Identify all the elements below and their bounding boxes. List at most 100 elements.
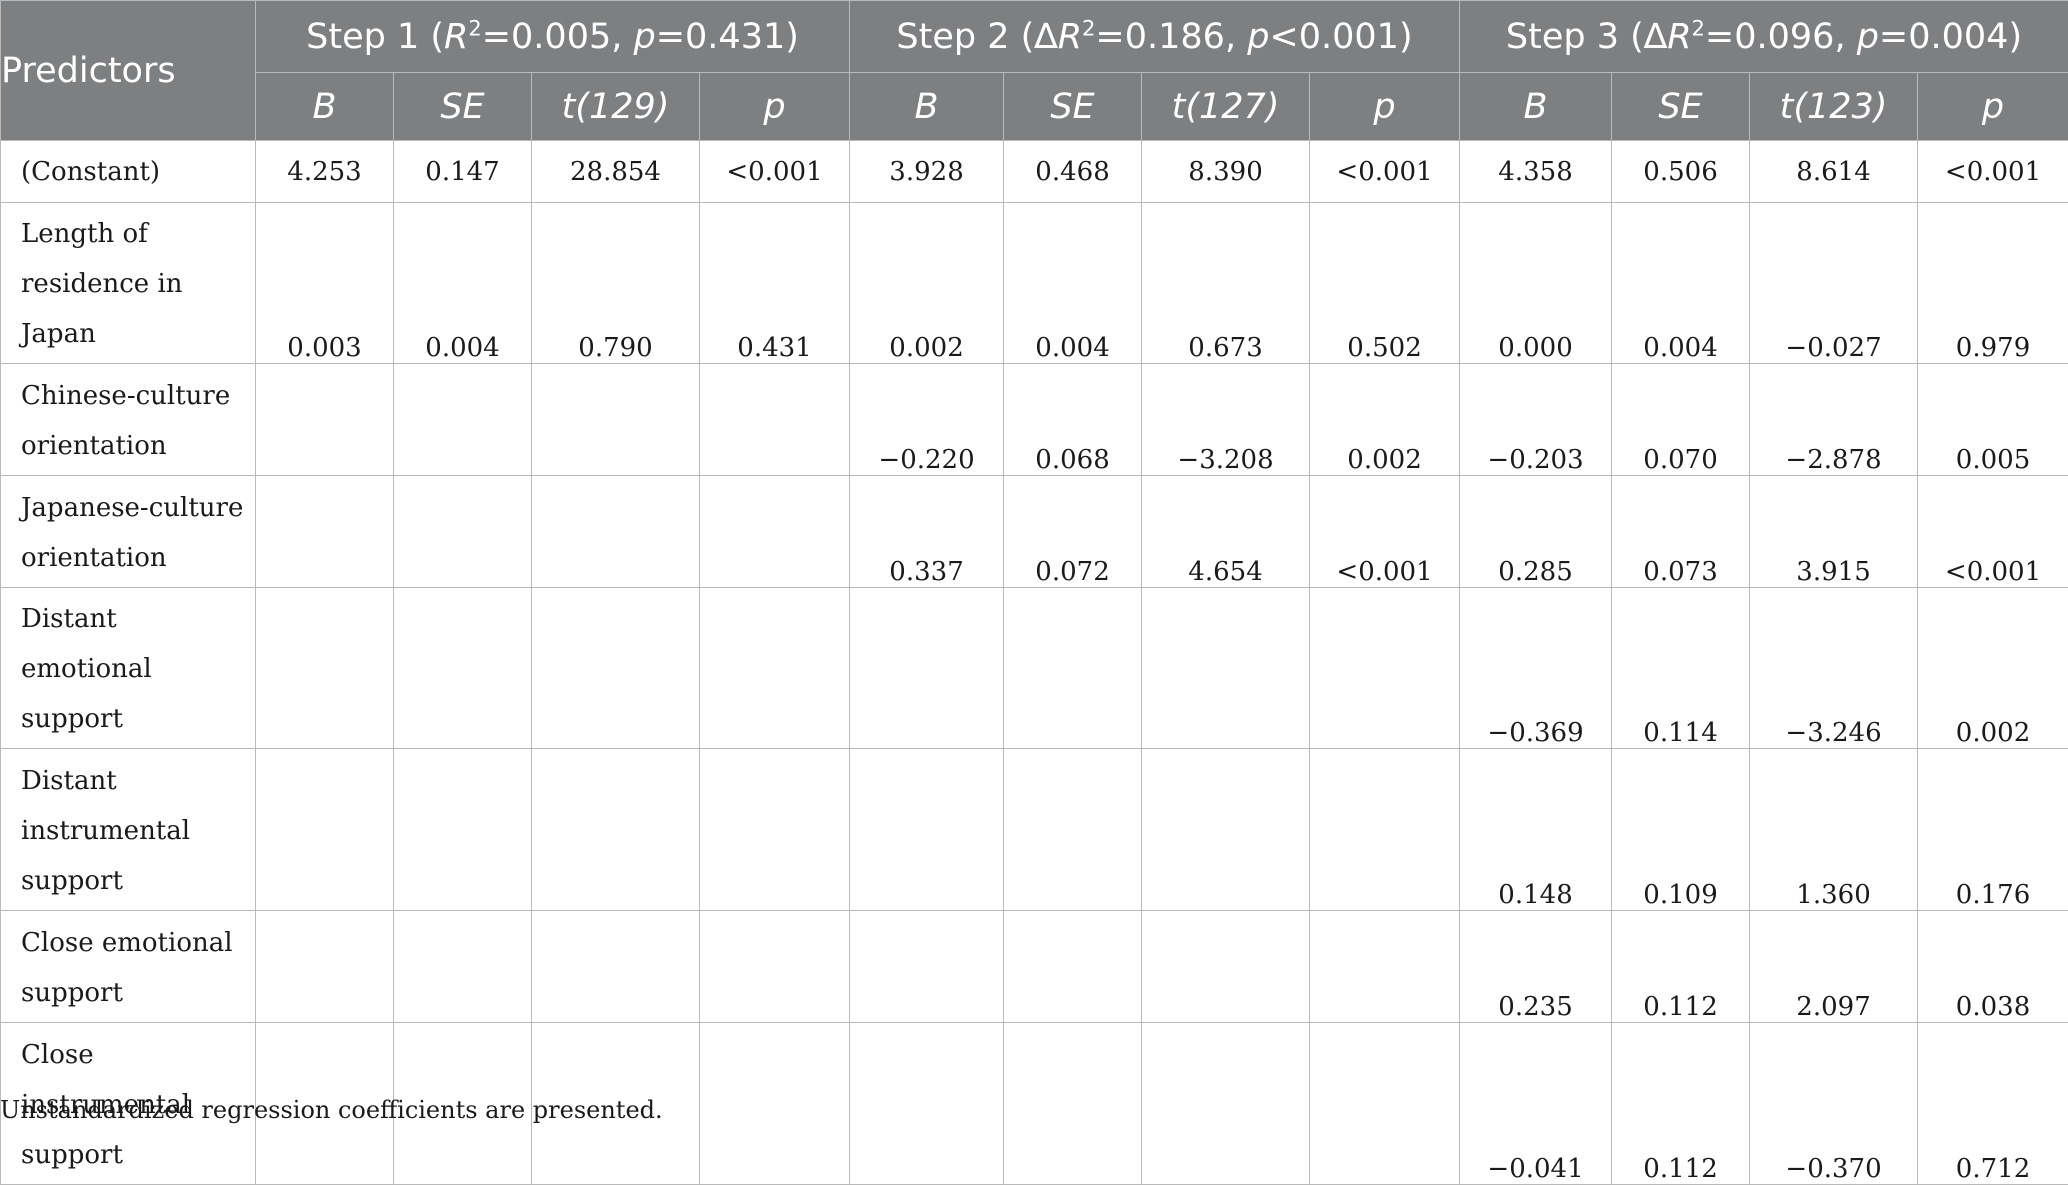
table-cell [700, 1023, 850, 1185]
table-cell [1310, 749, 1460, 911]
table-cell: −3.208 [1142, 364, 1310, 476]
table-cell: 0.506 [1612, 141, 1750, 203]
table-cell [532, 911, 700, 1023]
step-1-header: Step 1 (R2=0.005, p=0.431) [256, 1, 850, 73]
table-cell [1142, 749, 1310, 911]
table-cell: −3.246 [1750, 588, 1918, 749]
stat-column-header: t(123) [1750, 73, 1918, 141]
table-cell [1004, 588, 1142, 749]
table-cell: <0.001 [1310, 476, 1460, 588]
table-cell [256, 749, 394, 911]
delta-r-label: ∆R [1644, 17, 1692, 57]
table-cell [532, 364, 700, 476]
table-cell: 0.004 [1612, 203, 1750, 364]
table-cell [1004, 749, 1142, 911]
table-cell: −0.369 [1460, 588, 1612, 749]
table-cell [256, 588, 394, 749]
table-cell: 0.072 [1004, 476, 1142, 588]
table-cell: 0.005 [1918, 364, 2068, 476]
table-cell: 8.390 [1142, 141, 1310, 203]
table-cell: 3.928 [850, 141, 1004, 203]
stat-column-header: t(129) [532, 73, 700, 141]
table-cell [394, 911, 532, 1023]
table-cell [1142, 1023, 1310, 1185]
table-cell [532, 749, 700, 911]
table-cell: 0.112 [1612, 1023, 1750, 1185]
table-cell: 0.979 [1918, 203, 2068, 364]
table-cell [1310, 911, 1460, 1023]
table-cell: 0.004 [394, 203, 532, 364]
table-cell: 0.038 [1918, 911, 2068, 1023]
table-cell: 0.109 [1612, 749, 1750, 911]
table-cell [394, 588, 532, 749]
table-cell: 0.285 [1460, 476, 1612, 588]
table-cell [256, 476, 394, 588]
table-cell [1310, 1023, 1460, 1185]
step-2-header: Step 2 (∆R2=0.186, p<0.001) [850, 1, 1460, 73]
table-cell: 0.790 [532, 203, 700, 364]
stat-column-header: p [700, 73, 850, 141]
table-cell [1004, 1023, 1142, 1185]
predictor-label: (Constant) [1, 141, 256, 203]
table-cell [700, 588, 850, 749]
table-cell: 0.235 [1460, 911, 1612, 1023]
table-cell: 0.147 [394, 141, 532, 203]
table-cell [700, 364, 850, 476]
table-cell: 0.073 [1612, 476, 1750, 588]
delta-r-label: ∆R [1034, 17, 1082, 57]
table-cell: 4.358 [1460, 141, 1612, 203]
table-cell: <0.001 [1918, 476, 2068, 588]
table-cell: 0.176 [1918, 749, 2068, 911]
table-cell [394, 749, 532, 911]
stat-column-header: p [1918, 73, 2068, 141]
table-cell: −0.220 [850, 364, 1004, 476]
table-cell [532, 476, 700, 588]
table-cell: 2.097 [1750, 911, 1918, 1023]
table-cell: 0.112 [1612, 911, 1750, 1023]
table-cell [1310, 588, 1460, 749]
table-cell: 1.360 [1750, 749, 1918, 911]
table-cell: 0.002 [1918, 588, 2068, 749]
table-cell: 0.502 [1310, 203, 1460, 364]
table-cell: −0.027 [1750, 203, 1918, 364]
table-cell: 0.002 [850, 203, 1004, 364]
table-cell: 0.114 [1612, 588, 1750, 749]
table-cell [394, 476, 532, 588]
table-cell: 4.654 [1142, 476, 1310, 588]
table-cell [700, 911, 850, 1023]
predictor-label: Close emotional support [1, 911, 256, 1023]
table-cell [532, 588, 700, 749]
table-cell: 28.854 [532, 141, 700, 203]
stat-column-header: SE [1612, 73, 1750, 141]
table-cell: <0.001 [700, 141, 850, 203]
table-cell [394, 364, 532, 476]
predictor-label: Japanese-culture orientation [1, 476, 256, 588]
table-cell: <0.001 [1310, 141, 1460, 203]
table-cell: 0.712 [1918, 1023, 2068, 1185]
table-cell: 8.614 [1750, 141, 1918, 203]
table-note: Unstandardized regression coefficients a… [0, 1096, 663, 1124]
stat-column-header: B [850, 73, 1004, 141]
table-cell: 0.068 [1004, 364, 1142, 476]
table-cell: −0.370 [1750, 1023, 1918, 1185]
table-cell: 0.003 [256, 203, 394, 364]
table-cell [850, 588, 1004, 749]
table-cell [700, 476, 850, 588]
table-cell: 0.468 [1004, 141, 1142, 203]
table-figure: Predictors Step 1 (R2=0.005, p=0.431) St… [0, 0, 2068, 1134]
table-cell: 3.915 [1750, 476, 1918, 588]
stat-column-header: B [256, 73, 394, 141]
table-cell [850, 749, 1004, 911]
table-cell: 0.673 [1142, 203, 1310, 364]
table-cell: 0.070 [1612, 364, 1750, 476]
table-cell: 4.253 [256, 141, 394, 203]
table-cell [256, 911, 394, 1023]
